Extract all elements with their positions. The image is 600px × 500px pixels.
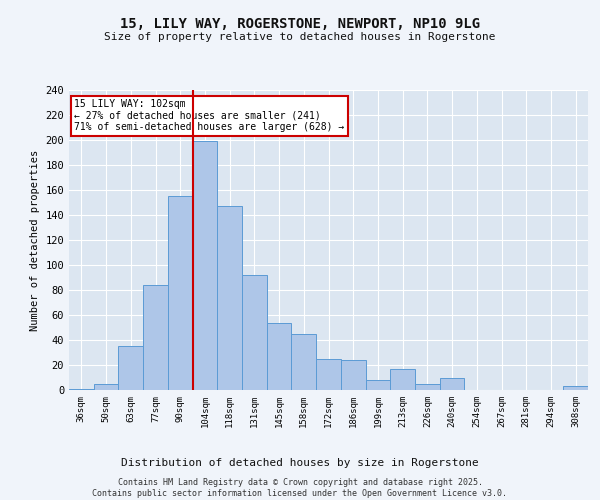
Text: Contains HM Land Registry data © Crown copyright and database right 2025.
Contai: Contains HM Land Registry data © Crown c… [92,478,508,498]
Bar [168,196,193,390]
Bar [242,275,267,390]
Bar [415,384,440,390]
Bar [390,369,415,390]
Bar [563,386,588,390]
Bar [143,285,168,390]
Y-axis label: Number of detached properties: Number of detached properties [30,150,40,330]
Bar [217,206,242,390]
Text: 15 LILY WAY: 102sqm
← 27% of detached houses are smaller (241)
71% of semi-detac: 15 LILY WAY: 102sqm ← 27% of detached ho… [74,99,344,132]
Bar [365,380,390,390]
Text: 15, LILY WAY, ROGERSTONE, NEWPORT, NP10 9LG: 15, LILY WAY, ROGERSTONE, NEWPORT, NP10 … [120,18,480,32]
Bar [94,384,118,390]
Bar [316,359,341,390]
Bar [118,346,143,390]
Bar [267,322,292,390]
Bar [69,389,94,390]
Bar [341,360,365,390]
Bar [440,378,464,390]
Bar [292,334,316,390]
Text: Distribution of detached houses by size in Rogerstone: Distribution of detached houses by size … [121,458,479,468]
Bar [193,141,217,390]
Text: Size of property relative to detached houses in Rogerstone: Size of property relative to detached ho… [104,32,496,42]
